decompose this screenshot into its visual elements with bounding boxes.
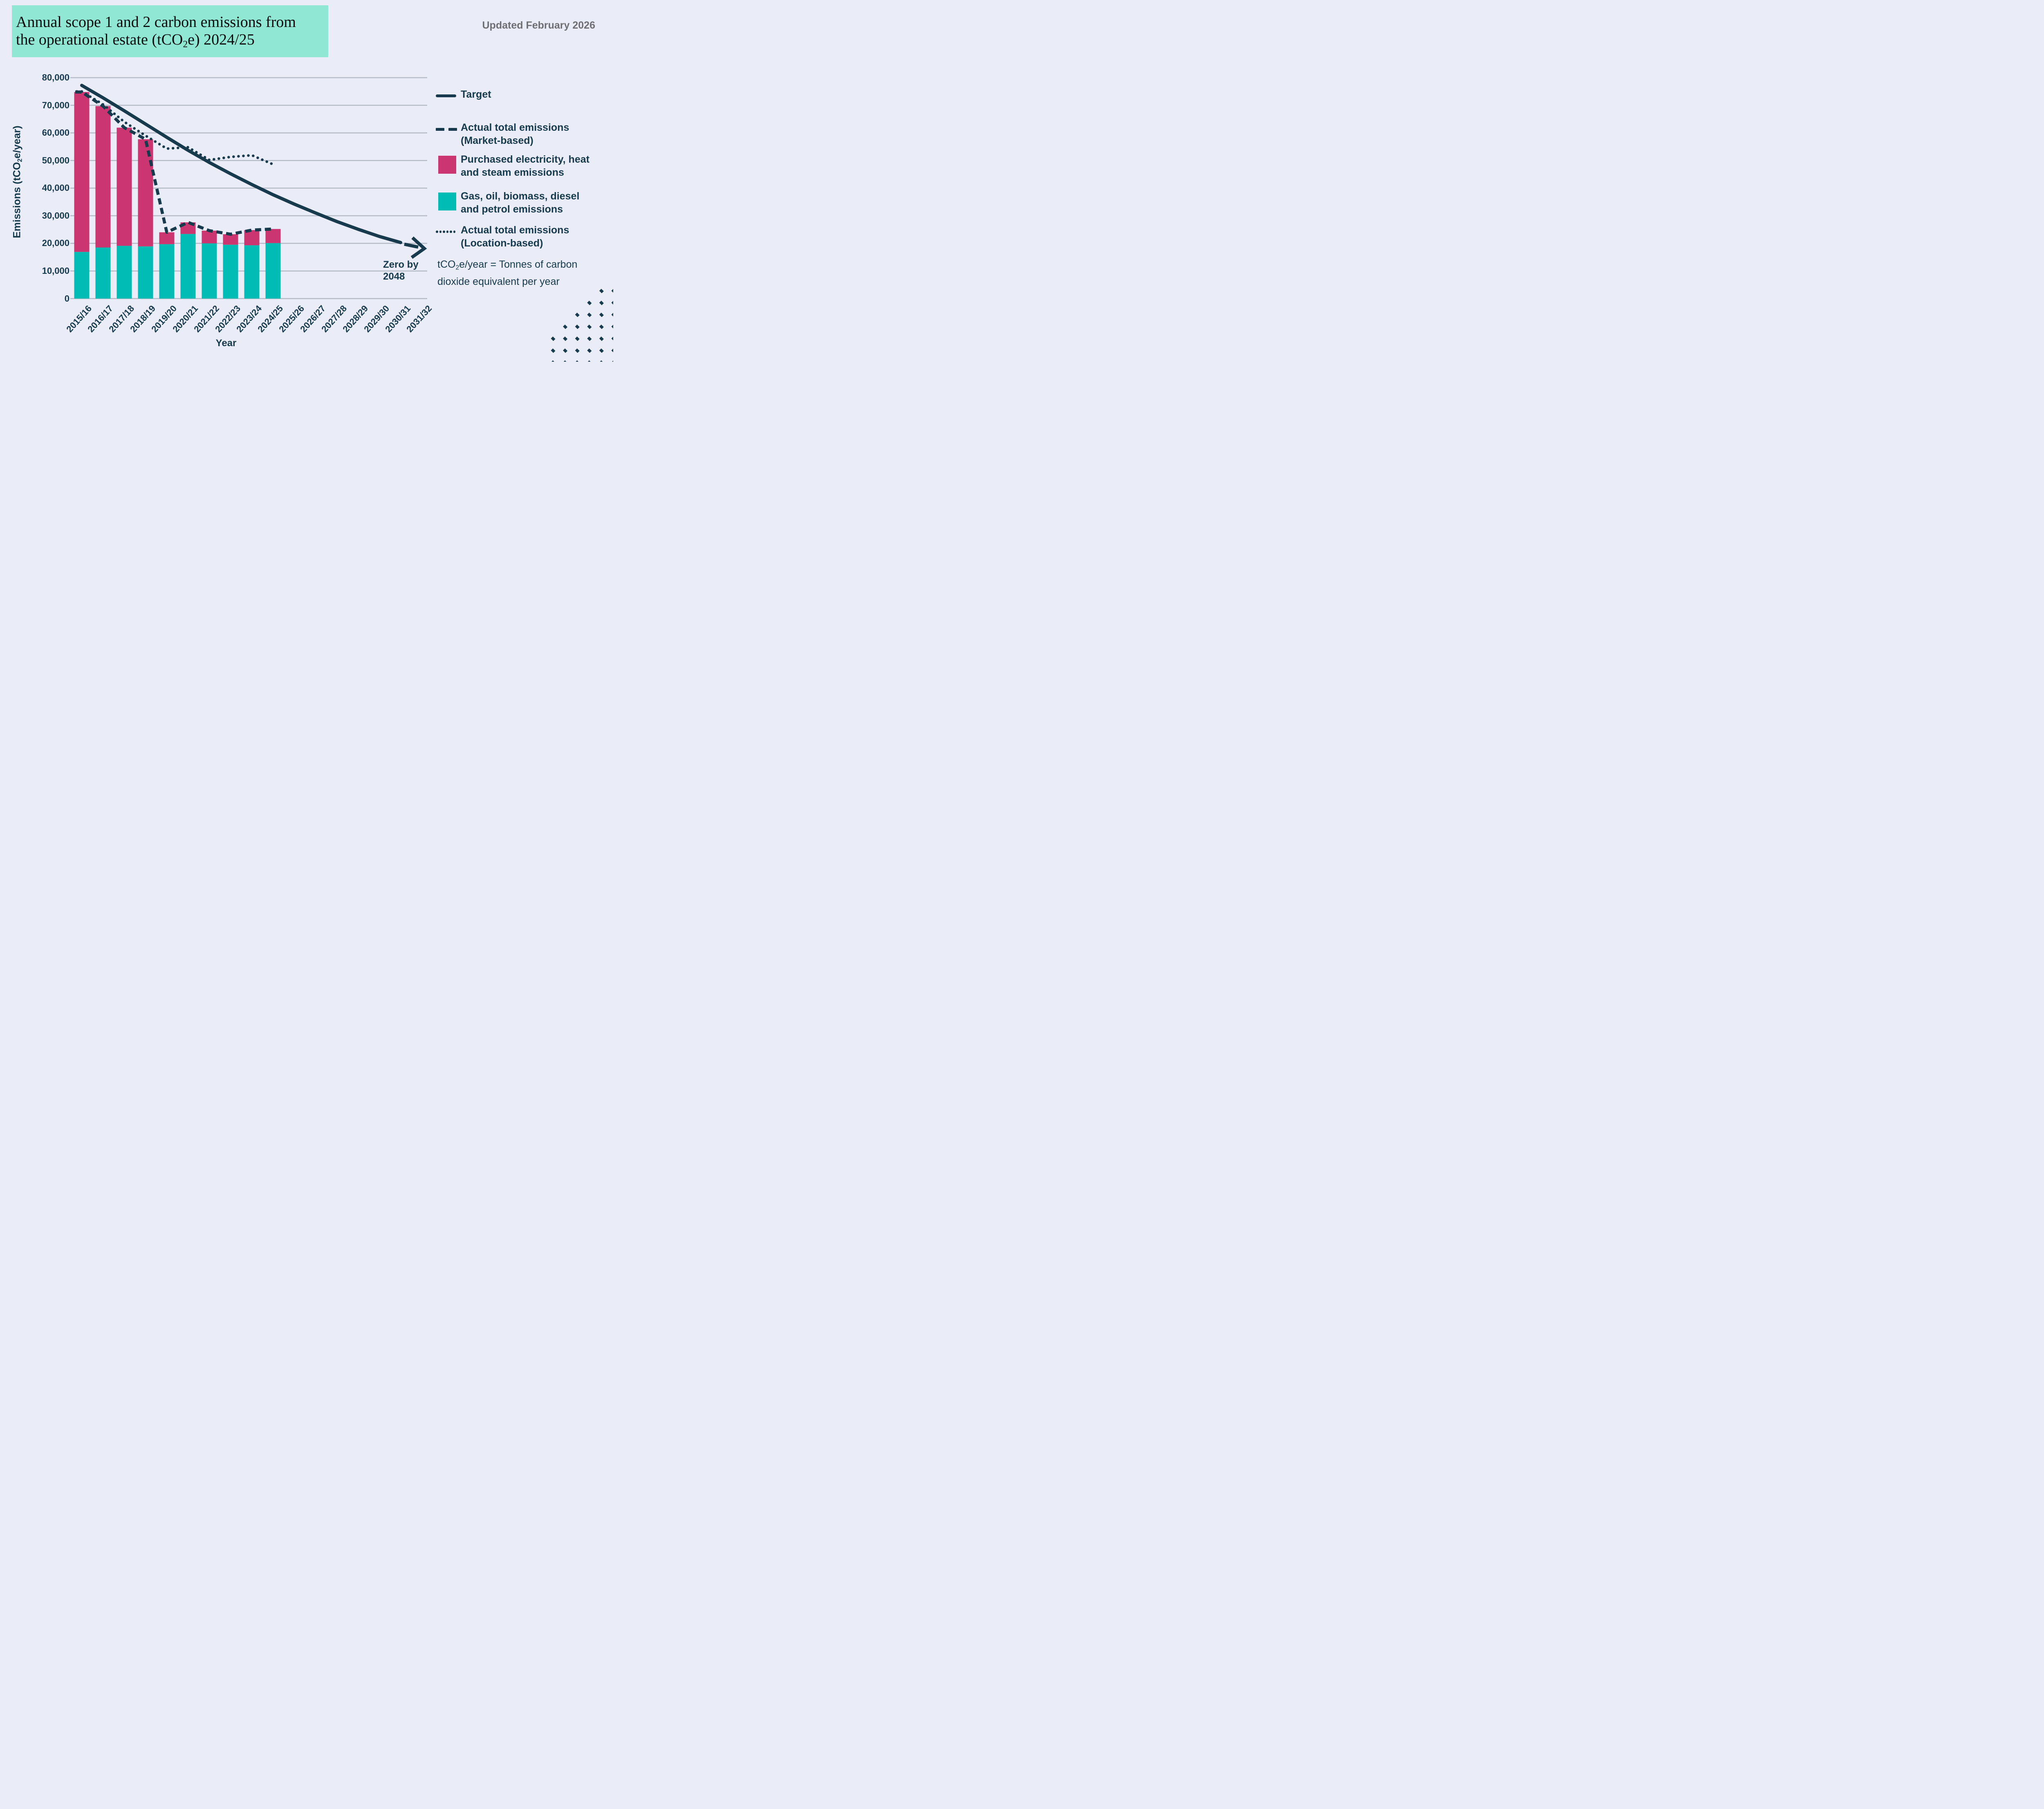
y-tick-label: 0	[64, 293, 69, 304]
target-arrow-shaft	[404, 242, 419, 249]
diamond-dot	[575, 325, 580, 329]
diamond-dot	[563, 360, 568, 362]
diamond-dot	[611, 360, 613, 362]
updated-label: Updated February 2026	[482, 20, 596, 31]
gas-bar-segment	[180, 234, 196, 299]
gas-oil-swatch	[438, 193, 456, 210]
diamond-dot	[599, 312, 604, 317]
purchased-electricity-swatch	[438, 156, 456, 174]
y-tick-label: 40,000	[42, 183, 69, 193]
y-tick-label: 30,000	[42, 210, 69, 221]
emissions-chart	[70, 77, 613, 362]
diamond-dot	[599, 289, 604, 293]
gas-bar-segment	[244, 245, 260, 299]
legend-item-market-based: Actual total emissions (Market-based)	[461, 122, 569, 146]
footnote: tCO2e/year = Tonnes of carbon dioxide eq…	[437, 259, 578, 288]
diamond-dot	[587, 360, 592, 362]
diamond-dot	[611, 300, 613, 305]
legend-item-target: Target	[461, 89, 491, 100]
electricity-bar-segment	[95, 106, 111, 248]
electricity-bar-segment	[265, 229, 281, 243]
y-tick-label: 70,000	[42, 100, 69, 110]
diamond-dot	[551, 336, 556, 341]
dashed-line-icon	[448, 128, 457, 131]
diamond-dot	[587, 336, 592, 341]
page: Annual scope 1 and 2 carbon emissions fr…	[0, 0, 613, 362]
diamond-dot	[575, 348, 580, 353]
title-block: Annual scope 1 and 2 carbon emissions fr…	[12, 5, 328, 57]
market-based-line	[75, 90, 273, 236]
diamond-dot	[587, 325, 592, 329]
legend-item-gas-oil: Gas, oil, biomass, diesel and petrol emi…	[461, 190, 580, 215]
diamond-dot	[611, 312, 613, 317]
electricity-bar-segment	[74, 92, 90, 252]
gas-bar-segment	[138, 246, 153, 299]
diamond-dot	[575, 336, 580, 341]
diamond-dot	[599, 300, 604, 305]
dashed-line-icon	[436, 128, 444, 131]
y-tick-label: 60,000	[42, 128, 69, 138]
zero-by-2048-annotation: Zero by 2048	[383, 259, 419, 282]
legend-item-purchased-electricity: Purchased electricity, heat and steam em…	[461, 154, 589, 178]
diamond-dot	[551, 360, 556, 362]
y-axis-title: Emissions (tCO2e/year)	[11, 125, 24, 238]
y-tick-label: 10,000	[42, 265, 69, 276]
diamond-dot	[587, 312, 592, 317]
target-arrow-head	[410, 236, 427, 259]
page-title-line1: Annual scope 1 and 2 carbon emissions fr…	[16, 13, 296, 31]
target-line-icon	[436, 94, 456, 97]
gas-bar-segment	[202, 243, 217, 299]
gas-bar-segment	[265, 243, 281, 299]
location-based-line	[75, 90, 275, 166]
electricity-bar-segment	[202, 231, 217, 244]
diamond-dot	[611, 336, 613, 341]
gas-bar-segment	[117, 246, 132, 299]
gas-bar-segment	[95, 247, 111, 299]
target-line	[80, 83, 402, 244]
diamond-dot	[611, 325, 613, 329]
y-tick-label: 20,000	[42, 238, 69, 249]
electricity-bar-segment	[159, 232, 175, 244]
diamond-dot	[575, 312, 580, 317]
diamond-dot	[587, 348, 592, 353]
electricity-bar-segment	[223, 234, 238, 245]
y-tick-label: 80,000	[42, 72, 69, 83]
diamond-dot	[599, 360, 604, 362]
diamond-dot	[563, 336, 568, 341]
diamond-dot	[599, 325, 604, 329]
diamond-dot	[611, 348, 613, 353]
diamond-dot	[563, 348, 568, 353]
diamond-dot	[551, 348, 556, 353]
diamond-dot	[563, 325, 568, 329]
dotted-line-icon	[436, 231, 455, 233]
diamond-dot	[611, 289, 613, 293]
diamond-dot	[587, 300, 592, 305]
diamond-dot	[575, 360, 580, 362]
electricity-bar-segment	[117, 128, 132, 246]
legend-item-location-based: Actual total emissions (Location-based)	[461, 224, 569, 249]
page-title-line2: the operational estate (tCO2e) 2024/25	[16, 31, 255, 50]
gas-bar-segment	[159, 244, 175, 299]
diamond-dot	[599, 348, 604, 353]
x-axis-title: Year	[215, 338, 237, 349]
y-tick-label: 50,000	[42, 155, 69, 166]
diamond-dot	[599, 336, 604, 341]
gas-bar-segment	[74, 252, 90, 299]
electricity-bar-segment	[138, 139, 153, 246]
gas-bar-segment	[223, 244, 238, 299]
